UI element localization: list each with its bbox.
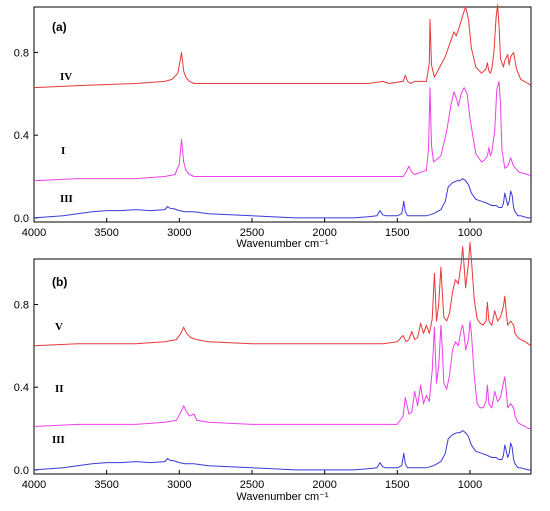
series-line-i [33, 80, 532, 182]
x-tick-label: 2500 [240, 227, 264, 239]
x-tick-label: 3000 [167, 227, 191, 239]
plot-frame [33, 258, 532, 475]
y-tick-label: 0.0 [14, 213, 29, 225]
panel-label: (a) [52, 20, 67, 34]
y-tick-label: 0.8 [14, 299, 29, 311]
panel-label: (b) [52, 275, 67, 289]
series-label-v: V [55, 321, 63, 333]
y-tick-label: 0.8 [14, 47, 29, 59]
series-label-iii: III [60, 193, 73, 205]
x-tick-label: 3500 [94, 479, 118, 491]
series-line-iv [33, 4, 532, 89]
series-line-iii [33, 178, 531, 219]
x-tick-label: 1000 [458, 227, 482, 239]
series-label-iv: IV [60, 71, 72, 83]
plot-frame [33, 6, 532, 223]
y-tick-label: 0.4 [14, 382, 29, 394]
x-tick-label: 3000 [167, 479, 191, 491]
x-tick-label: 1000 [458, 479, 482, 491]
x-tick-label: 2500 [240, 479, 264, 491]
x-tick-label: 1500 [385, 479, 409, 491]
x-tick-label: 4000 [22, 479, 46, 491]
x-tick-label: 2000 [312, 479, 336, 491]
x-axis-label: Wavenumber cm⁻¹ [236, 238, 329, 250]
y-tick-label: 0.4 [14, 130, 29, 142]
series-label-i: I [61, 145, 65, 157]
x-axis-label: Wavenumber cm⁻¹ [236, 491, 329, 503]
x-tick-label: 4000 [22, 227, 46, 239]
series-line-ii [33, 320, 531, 429]
series-line-v [33, 242, 532, 347]
x-tick-label: 2000 [312, 227, 336, 239]
panel-a: 4000 3500 3000 2500 2000 1500 1000 0.0 0.4 0.8 Wav… [14, 4, 532, 250]
series-label-iii: III [52, 434, 65, 446]
panel-b: 4000 3500 3000 2500 2000 1500 1000 0.0 0.4 0.8 Wav… [14, 242, 532, 503]
series-label-ii: II [55, 383, 64, 395]
y-tick-label: 0.0 [14, 465, 29, 477]
x-tick-label: 3500 [94, 227, 118, 239]
x-tick-label: 1500 [385, 227, 409, 239]
series-line-iii [33, 430, 531, 471]
